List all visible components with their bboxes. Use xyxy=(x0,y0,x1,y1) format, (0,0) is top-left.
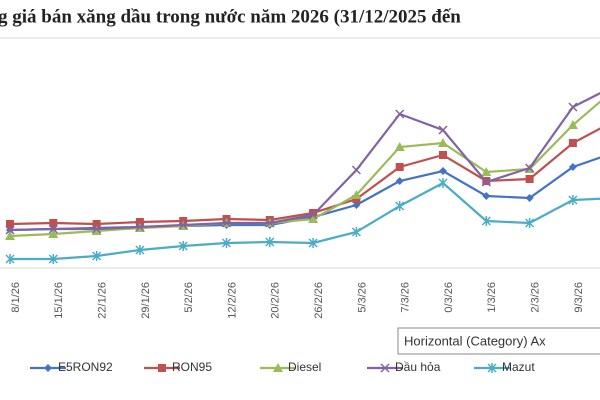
marker xyxy=(481,216,491,226)
marker xyxy=(438,125,448,135)
marker xyxy=(48,224,58,234)
legend-marker xyxy=(158,364,166,372)
chart-title: g giá bán xăng dầu trong nước năm 2026 (… xyxy=(0,6,461,27)
marker xyxy=(49,219,58,227)
marker xyxy=(308,214,319,223)
legend-label: Diesel xyxy=(288,360,321,374)
marker xyxy=(5,254,15,264)
marker xyxy=(525,218,535,228)
marker xyxy=(351,227,361,237)
series-line xyxy=(9,91,600,232)
x-tick-label: 15/1/26 xyxy=(53,282,65,319)
legend-marker xyxy=(380,363,390,373)
marker xyxy=(48,254,58,264)
marker xyxy=(395,201,405,211)
marker xyxy=(135,222,145,232)
marker xyxy=(568,102,578,112)
marker xyxy=(92,251,102,261)
legend-label: Dầu hỏa xyxy=(395,360,441,374)
marker xyxy=(178,220,188,230)
marker xyxy=(178,241,188,251)
x-tick-label: 7/3/26 xyxy=(400,282,412,313)
x-tick-label: 5/3/26 xyxy=(356,282,368,313)
x-tick-label: 1/3/26 xyxy=(486,282,498,313)
marker xyxy=(568,163,577,171)
x-tick-label: 2/3/26 xyxy=(530,282,542,313)
marker xyxy=(135,218,144,226)
marker xyxy=(439,151,447,159)
tooltip-box xyxy=(397,327,600,355)
x-tick-label: 20/2/26 xyxy=(270,282,282,319)
series-line xyxy=(9,127,600,226)
marker xyxy=(265,237,275,247)
legend-label: RON95 xyxy=(172,360,212,374)
x-tick-label: 8/1/26 xyxy=(10,282,22,313)
marker xyxy=(221,238,232,248)
marker xyxy=(481,167,492,176)
plot: 8/1/26 15/1/26 22/1/26 29/1/26 5/2/26 12/2/26… xyxy=(5,91,600,319)
marker xyxy=(482,192,491,200)
marker xyxy=(5,231,15,240)
marker xyxy=(221,218,232,228)
marker xyxy=(5,225,15,235)
marker xyxy=(6,220,14,228)
x-tick-label: 5/2/26 xyxy=(183,282,195,313)
marker xyxy=(567,120,578,129)
marker xyxy=(394,142,405,151)
x-tick-label: 12/2/26 xyxy=(226,282,238,319)
marker xyxy=(438,178,448,188)
x-tick-label: 9/3/26 xyxy=(573,282,585,313)
legend-marker xyxy=(487,363,497,373)
x-tick-label: 29/1/26 xyxy=(140,282,152,319)
marker xyxy=(351,190,362,199)
marker xyxy=(525,175,534,183)
legend-marker xyxy=(273,363,283,372)
marker xyxy=(568,195,578,205)
marker xyxy=(135,245,145,255)
x-tick-label: 0/3/26 xyxy=(443,282,455,313)
marker xyxy=(481,177,491,187)
marker xyxy=(92,220,101,228)
marker xyxy=(568,139,577,147)
marker xyxy=(395,109,405,119)
marker xyxy=(265,218,275,228)
marker xyxy=(351,165,361,175)
legend-marker xyxy=(44,364,52,372)
marker xyxy=(308,210,318,220)
marker xyxy=(525,163,535,173)
marker xyxy=(308,238,318,248)
x-tick-label: 22/1/26 xyxy=(97,282,109,319)
marker xyxy=(395,177,404,185)
legend-label: Mazut xyxy=(502,360,535,374)
marker xyxy=(438,138,448,147)
marker xyxy=(525,194,534,202)
marker xyxy=(48,229,59,238)
x-tick-label: 26/2/26 xyxy=(313,282,325,319)
legend: E5RON92 RON95 Diesel Dầu hỏa Mazut xyxy=(30,360,535,374)
series-line xyxy=(9,156,600,232)
marker xyxy=(92,224,102,234)
tooltip: Horizontal (Category) Ax xyxy=(404,333,546,348)
marker xyxy=(91,226,102,235)
marker xyxy=(395,163,404,171)
legend-label: E5RON92 xyxy=(58,360,113,374)
marker xyxy=(439,167,447,175)
marker xyxy=(309,209,318,217)
